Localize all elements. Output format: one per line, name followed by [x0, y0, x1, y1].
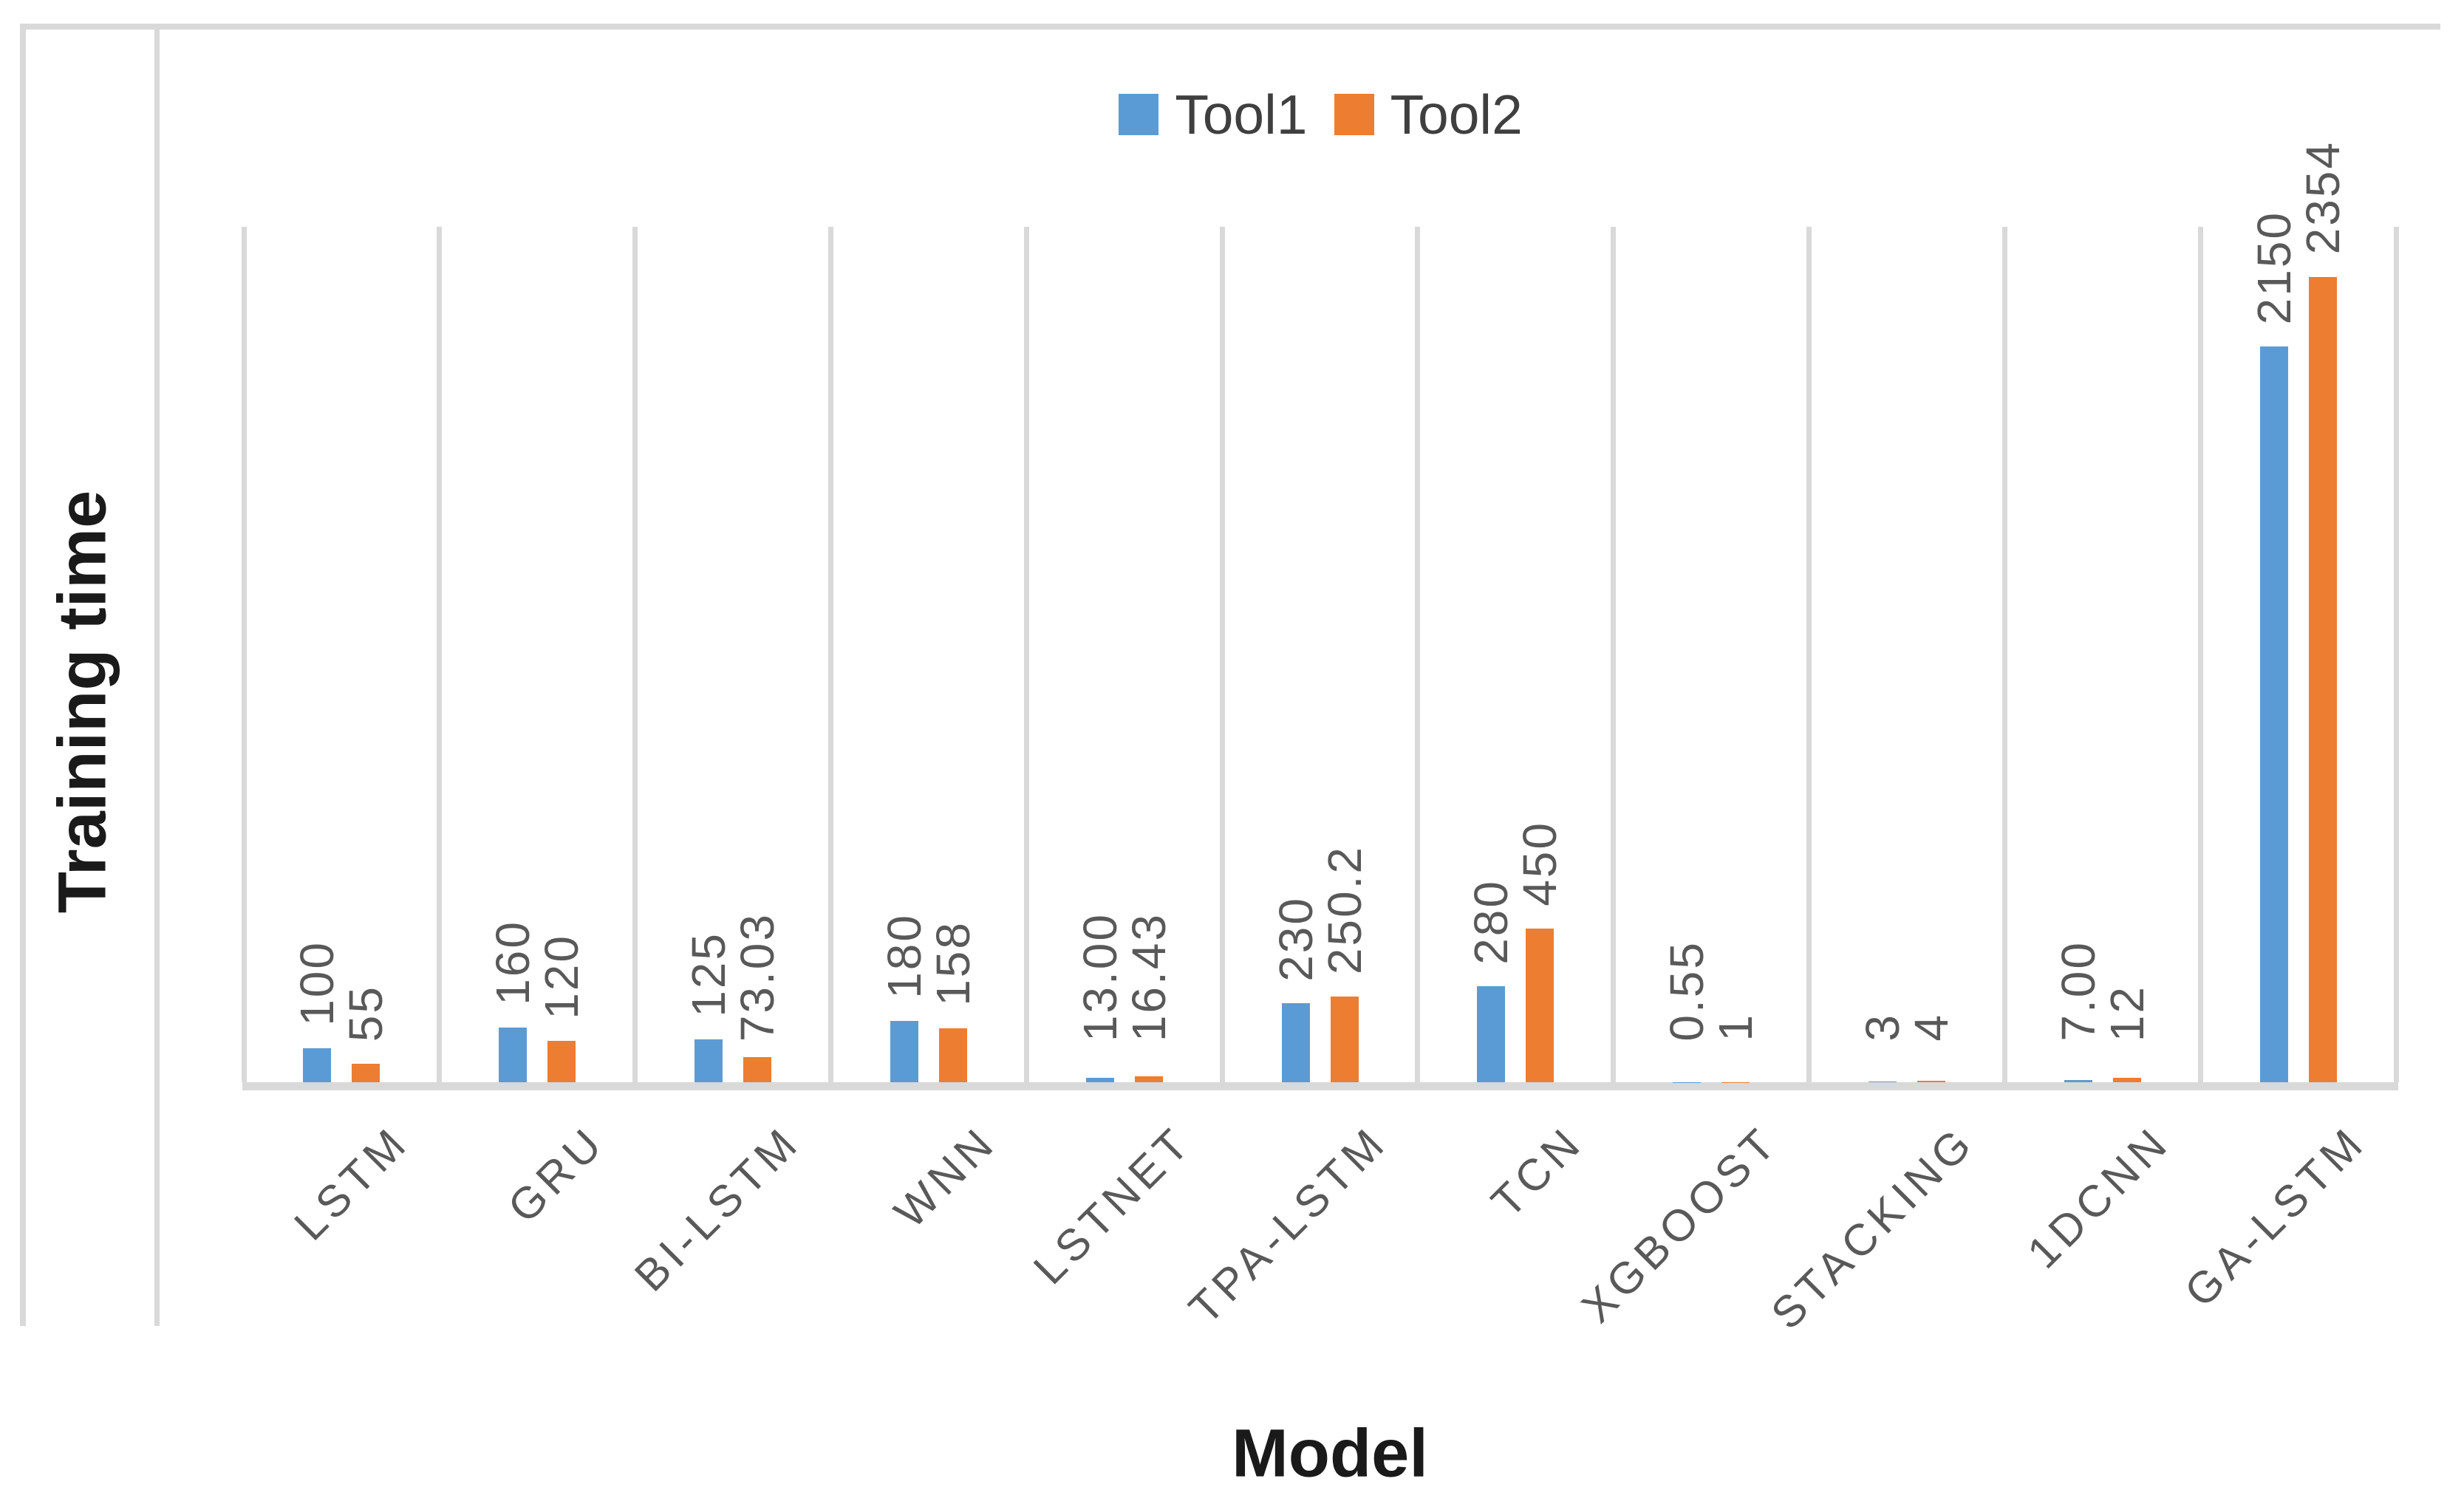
legend: Tool1 Tool2 — [244, 83, 2398, 146]
gridline — [2197, 227, 2203, 1082]
bar-tool1-wnn — [890, 1020, 918, 1082]
x-tick-label: BI-LSTM — [625, 1116, 810, 1301]
x-tick-label: 1DCNN — [2018, 1116, 2180, 1278]
data-label: 1 — [1709, 1013, 1763, 1042]
bar-tool1-1dcnn — [2064, 1079, 2092, 1082]
x-tick-label: STACKING — [1761, 1116, 1984, 1339]
data-label: 120 — [535, 933, 589, 1019]
x-axis-baseline — [242, 1082, 2398, 1090]
data-label: 3 — [1855, 1013, 1909, 1042]
bar-tool2-bi-lstm — [743, 1057, 772, 1082]
data-label: 125 — [682, 932, 736, 1018]
data-label: 13.00 — [1073, 912, 1127, 1042]
gridline — [827, 227, 833, 1082]
x-axis-title: Model — [1232, 1415, 1428, 1491]
bar-tool2-gru — [547, 1041, 576, 1082]
y-axis-title: Training time — [44, 490, 120, 914]
bar-tool1-gru — [499, 1027, 528, 1082]
bar-tool1-bi-lstm — [695, 1039, 723, 1082]
data-label: 158 — [926, 920, 980, 1006]
data-label: 12 — [2100, 984, 2154, 1042]
legend-item-tool2: Tool2 — [1334, 83, 1523, 146]
data-label: 250.2 — [1317, 844, 1371, 975]
gridline — [1806, 227, 1812, 1082]
bar-tool2-stacking — [1917, 1081, 1945, 1082]
x-tick-label: LSTNET — [1023, 1116, 1201, 1294]
bar-tool2-lstm — [352, 1063, 380, 1082]
data-label: 280 — [1464, 878, 1518, 965]
data-label: 100 — [290, 940, 344, 1026]
bar-tool1-lstm — [303, 1048, 332, 1082]
legend-label-tool1: Tool1 — [1175, 83, 1308, 146]
legend-swatch-tool1 — [1119, 94, 1159, 135]
chart-top-border — [20, 24, 2440, 30]
y-axis-line — [154, 24, 160, 1326]
data-label: 4 — [1904, 1013, 1958, 1042]
x-tick-label: LSTM — [284, 1116, 419, 1250]
gridline — [1611, 227, 1617, 1082]
legend-swatch-tool2 — [1334, 94, 1374, 135]
bar-tool1-tcn — [1477, 986, 1506, 1082]
bar-tool2-ga-lstm — [2308, 276, 2337, 1082]
bar-tool2-1dcnn — [2112, 1078, 2141, 1082]
bar-tool2-wnn — [938, 1028, 967, 1082]
gridline — [2001, 227, 2007, 1082]
data-label: 73.03 — [731, 912, 785, 1042]
data-label: 55 — [339, 984, 393, 1042]
x-tick-label: TPA-LSTM — [1179, 1116, 1397, 1334]
bar-tool1-tpa-lstm — [1281, 1003, 1310, 1082]
gridline — [241, 227, 247, 1082]
gridline — [1415, 227, 1421, 1082]
gridline — [632, 227, 638, 1082]
data-label: 7.00 — [2051, 940, 2105, 1042]
legend-item-tool1: Tool1 — [1119, 83, 1308, 146]
x-tick-label: TCN — [1481, 1116, 1593, 1227]
x-tick-label: WNN — [884, 1116, 1006, 1237]
bar-tool1-lstnet — [1085, 1077, 1114, 1082]
gridline — [437, 227, 443, 1082]
data-label: 0.55 — [1660, 940, 1714, 1042]
bar-tool1-ga-lstm — [2259, 346, 2288, 1082]
data-label: 180 — [877, 912, 931, 999]
bar-tool2-tcn — [1526, 928, 1554, 1082]
data-label: 450 — [1513, 820, 1567, 906]
data-label: 160 — [486, 920, 540, 1005]
bar-tool2-lstnet — [1134, 1076, 1163, 1082]
chart-left-border — [20, 24, 26, 1326]
data-label: 2354 — [2296, 140, 2349, 255]
x-tick-label: GRU — [498, 1116, 615, 1232]
gridline — [1023, 227, 1029, 1082]
bar-tool2-tpa-lstm — [1330, 997, 1359, 1082]
gridline — [2393, 227, 2399, 1082]
gridline — [1219, 227, 1225, 1082]
data-label: 2150 — [2247, 210, 2301, 325]
data-label: 230 — [1269, 895, 1323, 982]
x-tick-label: XGBOOST — [1572, 1116, 1788, 1333]
x-tick-label: GA-LSTM — [2174, 1116, 2375, 1317]
legend-label-tool2: Tool2 — [1390, 83, 1523, 146]
data-label: 16.43 — [1122, 912, 1175, 1042]
bar-tool1-stacking — [1868, 1081, 1897, 1082]
